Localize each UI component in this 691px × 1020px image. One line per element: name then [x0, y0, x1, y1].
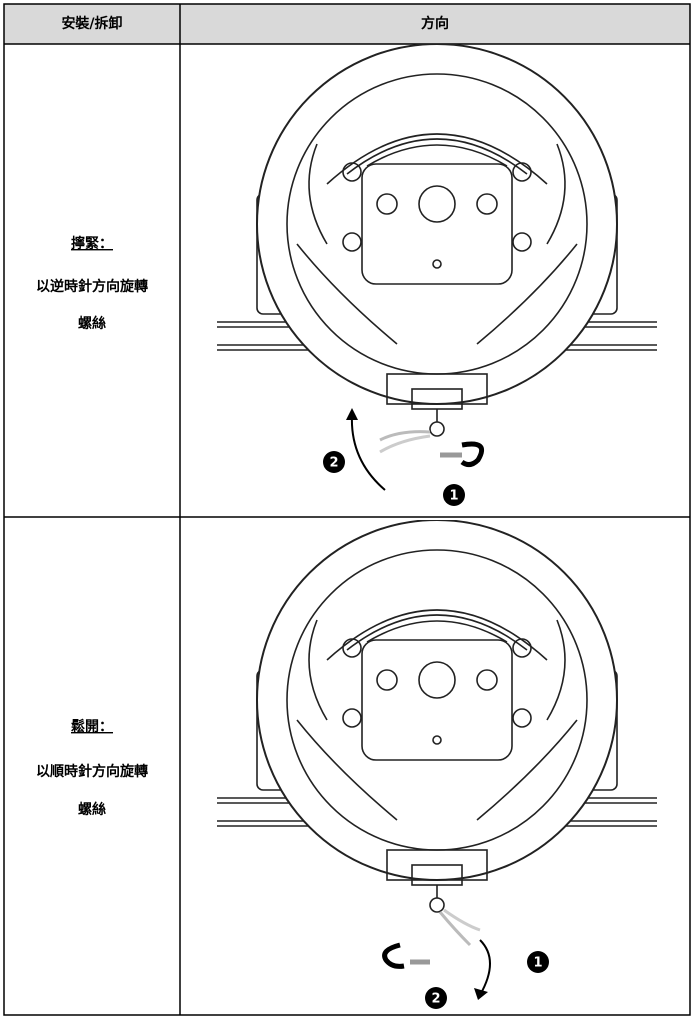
- action: 擰緊：: [71, 235, 113, 252]
- instruction: 螺絲: [78, 315, 106, 332]
- wheel-illustration: [217, 44, 657, 436]
- step-number: 1: [449, 489, 458, 504]
- instruction: 螺絲: [78, 801, 106, 818]
- rotation-arrows: 1 2: [382, 908, 549, 1009]
- instruction: 以逆時針方向旋轉: [36, 278, 148, 295]
- table-grid: [3, 3, 691, 1016]
- rotation-arrows: 2 1: [323, 408, 484, 506]
- step-number: 2: [431, 992, 440, 1007]
- header-bg: [4, 4, 690, 44]
- instruction: 以順時針方向旋轉: [36, 763, 148, 780]
- header-cell: 方向: [421, 15, 449, 32]
- header-cell: 安裝/拆卸: [61, 15, 122, 32]
- step-number: 1: [533, 956, 542, 971]
- step-number: 2: [329, 456, 338, 471]
- wheel-illustration: [217, 520, 657, 912]
- action: 鬆開：: [71, 718, 113, 735]
